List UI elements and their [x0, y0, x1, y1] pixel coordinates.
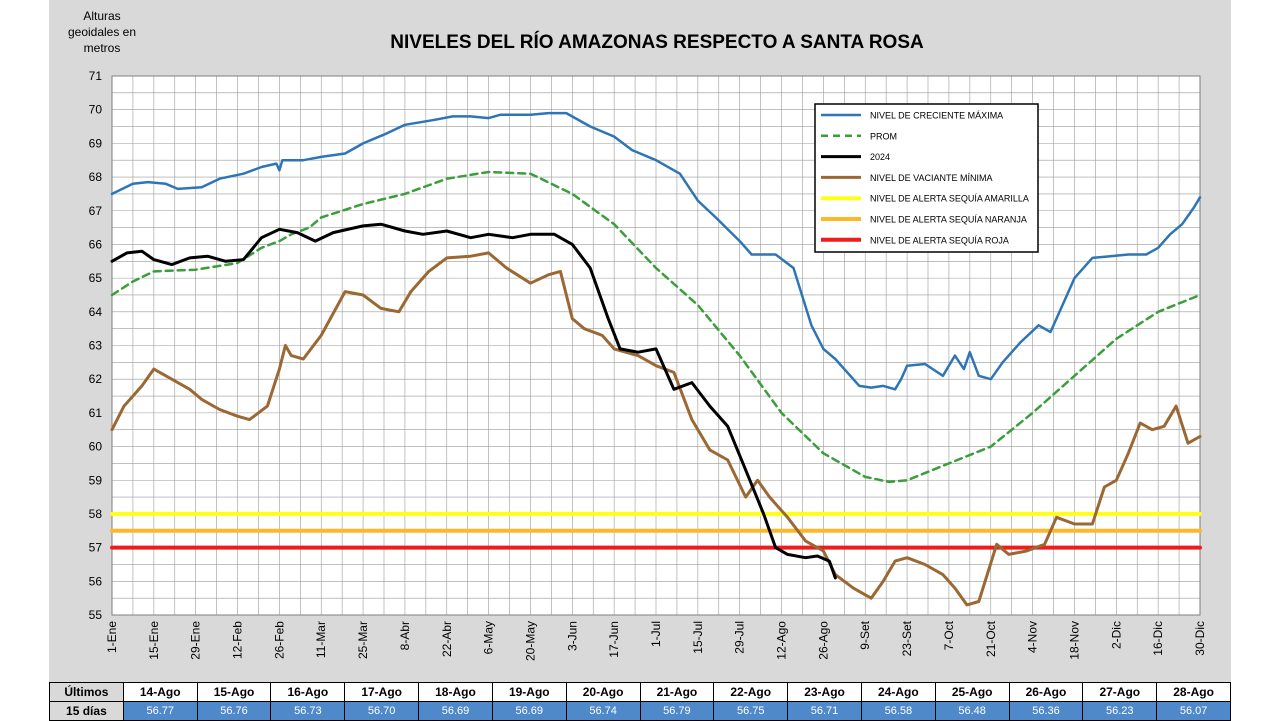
x-tick-label: 7-Oct [942, 620, 956, 650]
table-date-cell: 26-Ago [1008, 682, 1084, 702]
y-tick-label: 66 [89, 237, 103, 251]
x-tick-label: 17-Jun [607, 621, 621, 658]
x-tick-label: 29-Jul [733, 621, 747, 654]
x-tick-label: 15-Ene [147, 621, 161, 660]
table-value-cell: 56.74 [565, 701, 641, 721]
table-value-cell: 56.79 [639, 701, 715, 721]
table-date-cell: 21-Ago [639, 682, 715, 702]
x-tick-label: 21-Oct [984, 620, 998, 657]
series-line-3 [110, 251, 1202, 607]
table-date-cell: 28-Ago [1156, 682, 1231, 702]
x-tick-label: 18-Nov [1067, 621, 1081, 660]
series-line-1 [110, 170, 1202, 484]
table-value-cell: 56.07 [1156, 701, 1231, 721]
x-tick-label: 12-Feb [231, 621, 245, 659]
river-level-chart: 55 56 57 58 59 60 61 62 63 64 65 66 67 68 69 70 71 1-Ene 1… [68, 9, 1207, 661]
x-tick-label: 15-Jul [691, 621, 705, 654]
table-date-cell: 14-Ago [122, 682, 198, 702]
row-label-ultimos: Últimos [49, 682, 124, 702]
x-tick-label: 20-May [523, 621, 537, 661]
y-tick-label: 67 [89, 204, 103, 218]
y-axis-label: Alturas [83, 9, 120, 23]
table-value-cell: 56.76 [196, 701, 272, 721]
x-tick-label: 26-Ago [816, 621, 830, 660]
table-value-cell: 56.73 [270, 701, 346, 721]
x-tick-label: 16-Dic [1151, 621, 1165, 656]
legend-label: 2024 [870, 152, 890, 162]
y-tick-label: 63 [89, 339, 103, 353]
y-axis-label: geoidales en [68, 25, 136, 39]
table-value-cell: 56.69 [418, 701, 493, 721]
table-date-cell: 25-Ago [934, 682, 1010, 702]
legend-label: NIVEL DE ALERTA SEQUÍA ROJA [870, 235, 1009, 245]
x-tick-label: 22-Abr [440, 621, 454, 657]
y-tick-label: 70 [89, 103, 103, 117]
chart-title: NIVELES DEL RÍO AMAZONAS RESPECTO A SANT… [390, 31, 924, 53]
series-line-2 [110, 222, 837, 580]
y-tick-label: 59 [89, 473, 103, 487]
y-axis-label: metros [84, 41, 121, 55]
x-tick-label: 23-Set [900, 620, 914, 656]
y-tick-label: 69 [89, 136, 103, 150]
x-tick-label: 2-Dic [1109, 621, 1123, 649]
series-line-0 [110, 111, 1202, 391]
table-value-cell: 56.75 [713, 701, 789, 721]
x-tick-label: 12-Ago [775, 621, 789, 660]
table-date-cell: 17-Ago [344, 682, 420, 702]
x-tick-label: 8-Abr [398, 621, 412, 650]
table-date-cell: 20-Ago [565, 682, 641, 702]
x-tick-label: 25-Mar [356, 621, 370, 659]
x-tick-label: 1-Jul [649, 621, 663, 647]
table-value-cell: 56.48 [934, 701, 1010, 721]
table-date-cell: 15-Ago [196, 682, 272, 702]
plot-border [111, 75, 1201, 616]
legend-label: NIVEL DE VACIANTE MÍNIMA [870, 173, 993, 183]
x-tick-label: 4-Nov [1026, 621, 1040, 653]
table-date-cell: 19-Ago [491, 682, 567, 702]
y-tick-label: 64 [89, 305, 103, 319]
y-tick-label: 68 [89, 170, 103, 184]
table-date-row: Últimos 14-Ago 15-Ago 16-Ago 17-Ago 18-Ago 19… [49, 682, 1231, 702]
table-date-cell: 18-Ago [418, 682, 493, 702]
y-tick-label: 62 [89, 372, 103, 386]
table-value-cell: 56.58 [860, 701, 936, 721]
table-value-cell: 56.36 [1008, 701, 1084, 721]
table-date-cell: 23-Ago [787, 682, 862, 702]
table-date-cell: 24-Ago [860, 682, 936, 702]
x-tick-label: 29-Ene [189, 621, 203, 660]
y-tick-label: 65 [89, 271, 103, 285]
table-value-cell: 56.77 [122, 701, 198, 721]
x-tick-label: 3-Jun [565, 621, 579, 651]
table-date-cell: 16-Ago [270, 682, 346, 702]
table-value-cell: 56.70 [344, 701, 420, 721]
last-15-days-table: Últimos 14-Ago 15-Ago 16-Ago 17-Ago 18-Ago 19… [49, 682, 1231, 721]
row-label-15-dias: 15 días [49, 701, 124, 721]
table-value-cell: 56.23 [1082, 701, 1158, 721]
x-tick-label: 11-Mar [314, 621, 328, 658]
y-tick-label: 57 [89, 541, 103, 555]
table-value-cell: 56.71 [787, 701, 862, 721]
table-date-cell: 27-Ago [1082, 682, 1158, 702]
table-value-cell: 56.69 [491, 701, 567, 721]
y-tick-label: 60 [89, 440, 103, 454]
y-tick-label: 58 [89, 507, 103, 521]
y-tick-label: 56 [89, 574, 103, 588]
legend-label: NIVEL DE CRECIENTE MÁXIMA [870, 111, 1003, 121]
y-tick-label: 55 [89, 608, 103, 622]
table-date-cell: 22-Ago [713, 682, 789, 702]
legend-label: NIVEL DE ALERTA SEQUÍA AMARILLA [870, 194, 1029, 204]
y-tick-label: 71 [89, 69, 103, 83]
x-tick-label: 1-Ene [105, 621, 119, 653]
x-tick-label: 30-Dic [1193, 621, 1207, 656]
table-value-row: 15 días 56.77 56.76 56.73 56.70 56.69 56.69 56… [49, 701, 1231, 721]
x-tick-label: 6-May [482, 621, 496, 654]
x-tick-label: 9-Set [858, 620, 872, 649]
legend-label: NIVEL DE ALERTA SEQUÍA NARANJA [870, 215, 1027, 225]
x-tick-label: 26-Feb [272, 621, 286, 659]
y-tick-label: 61 [89, 406, 103, 420]
legend-label: PROM [870, 131, 897, 141]
